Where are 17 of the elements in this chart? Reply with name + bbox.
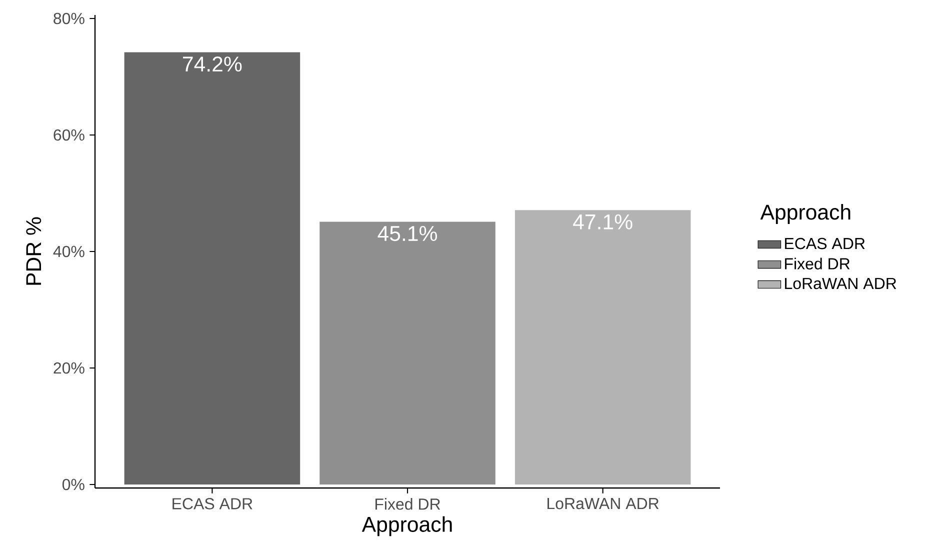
legend-label: ECAS ADR <box>785 238 865 250</box>
x-tick-label: LoRaWAN ADR <box>548 498 659 510</box>
legend-label: LoRaWAN ADR <box>785 278 896 290</box>
y-tick-label: 60% <box>54 129 84 141</box>
y-tick-label: 40% <box>53 246 84 258</box>
text: 74.2% <box>183 56 242 72</box>
x-tick-label: ECAS ADR <box>172 498 252 510</box>
y-axis-title: PDR % <box>26 217 42 285</box>
y-tick-label: 0% <box>62 478 84 490</box>
x-axis-title: Approach <box>362 516 452 536</box>
x-tick-label: Fixed DR <box>375 498 440 510</box>
text: 47.1% <box>573 214 632 230</box>
legend-label: Fixed DR <box>785 258 850 270</box>
text: 45.1% <box>378 226 437 242</box>
y-tick-label: 80% <box>54 12 84 24</box>
y-tick-label: 20% <box>54 362 84 374</box>
legend-title: Approach <box>760 204 850 224</box>
